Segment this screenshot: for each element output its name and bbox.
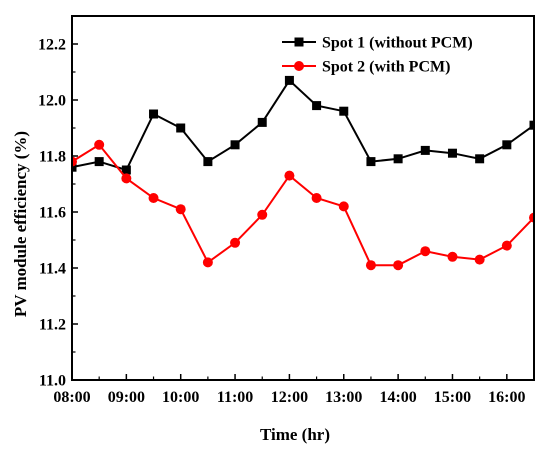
series-2-point (420, 246, 431, 257)
series-1-point (230, 140, 240, 150)
series-1-point (257, 117, 267, 127)
series-1-line (72, 78, 534, 172)
series-1-point (284, 75, 294, 85)
series-2 (72, 139, 534, 271)
legend-label: Spot 2 (with PCM) (322, 59, 450, 76)
series-1-point (447, 148, 457, 158)
series-2-point (311, 193, 322, 203)
series-1-point (312, 101, 322, 111)
series-1-point (502, 140, 512, 150)
series-1-point (366, 157, 376, 167)
series-2-point (338, 201, 349, 212)
x-tick-label: 12:00 (271, 389, 308, 406)
legend-swatch-marker (294, 61, 304, 71)
series-2-point (94, 139, 105, 150)
legend-item-2: Spot 2 (with PCM) (282, 59, 450, 76)
series-2-point (257, 209, 268, 220)
x-tick-label: 11:00 (217, 389, 253, 406)
series-1-point (529, 120, 534, 130)
series-1-point (339, 106, 349, 116)
series-1-point (176, 123, 186, 133)
y-axis-title: PV module efficiency (%) (11, 131, 30, 317)
series-2-point (230, 237, 241, 248)
series-1-point (420, 145, 430, 155)
series-2-point (393, 260, 404, 271)
y-tick-label: 12.0 (38, 93, 66, 110)
y-tick-label: 11.2 (39, 317, 66, 334)
series-1-point (149, 109, 159, 119)
series-2-point (284, 170, 295, 181)
y-tick-label: 12.2 (38, 37, 66, 54)
series-1-point (393, 154, 403, 164)
series-2-point (529, 212, 534, 223)
series-2-point (175, 204, 186, 215)
series-2-point (121, 173, 132, 184)
x-tick-label: 16:00 (488, 389, 525, 406)
series-1-point (121, 165, 131, 175)
y-tick-label: 11.4 (39, 261, 66, 278)
series-1 (72, 75, 534, 175)
y-tick-label: 11.8 (39, 149, 66, 166)
y-tick-label: 11.6 (39, 205, 66, 222)
x-tick-label: 15:00 (434, 389, 471, 406)
series-1-point (72, 162, 77, 172)
x-axis-title: Time (hr) (260, 425, 330, 444)
x-tick-label: 10:00 (162, 389, 199, 406)
series-2-point (474, 254, 485, 265)
series-2-point (202, 257, 213, 268)
x-tick-label: 14:00 (379, 389, 416, 406)
x-tick-label: 13:00 (325, 389, 362, 406)
series-2-point (501, 240, 512, 251)
legend-label: Spot 1 (without PCM) (322, 35, 473, 52)
series-1-point (203, 157, 213, 167)
series-1-point (475, 154, 485, 164)
series-2-point (447, 251, 458, 262)
series-2-point (365, 260, 376, 271)
series-2-line (72, 143, 534, 267)
series-1-point (94, 157, 104, 167)
x-tick-label: 09:00 (108, 389, 145, 406)
series-2-point (72, 156, 77, 167)
legend-item-1: Spot 1 (without PCM) (282, 35, 473, 52)
plot-frame (71, 15, 535, 381)
series-2-point (148, 193, 159, 203)
y-tick-label: 11.0 (39, 373, 66, 390)
x-tick-label: 08:00 (53, 389, 90, 406)
legend-swatch-marker (294, 37, 304, 47)
